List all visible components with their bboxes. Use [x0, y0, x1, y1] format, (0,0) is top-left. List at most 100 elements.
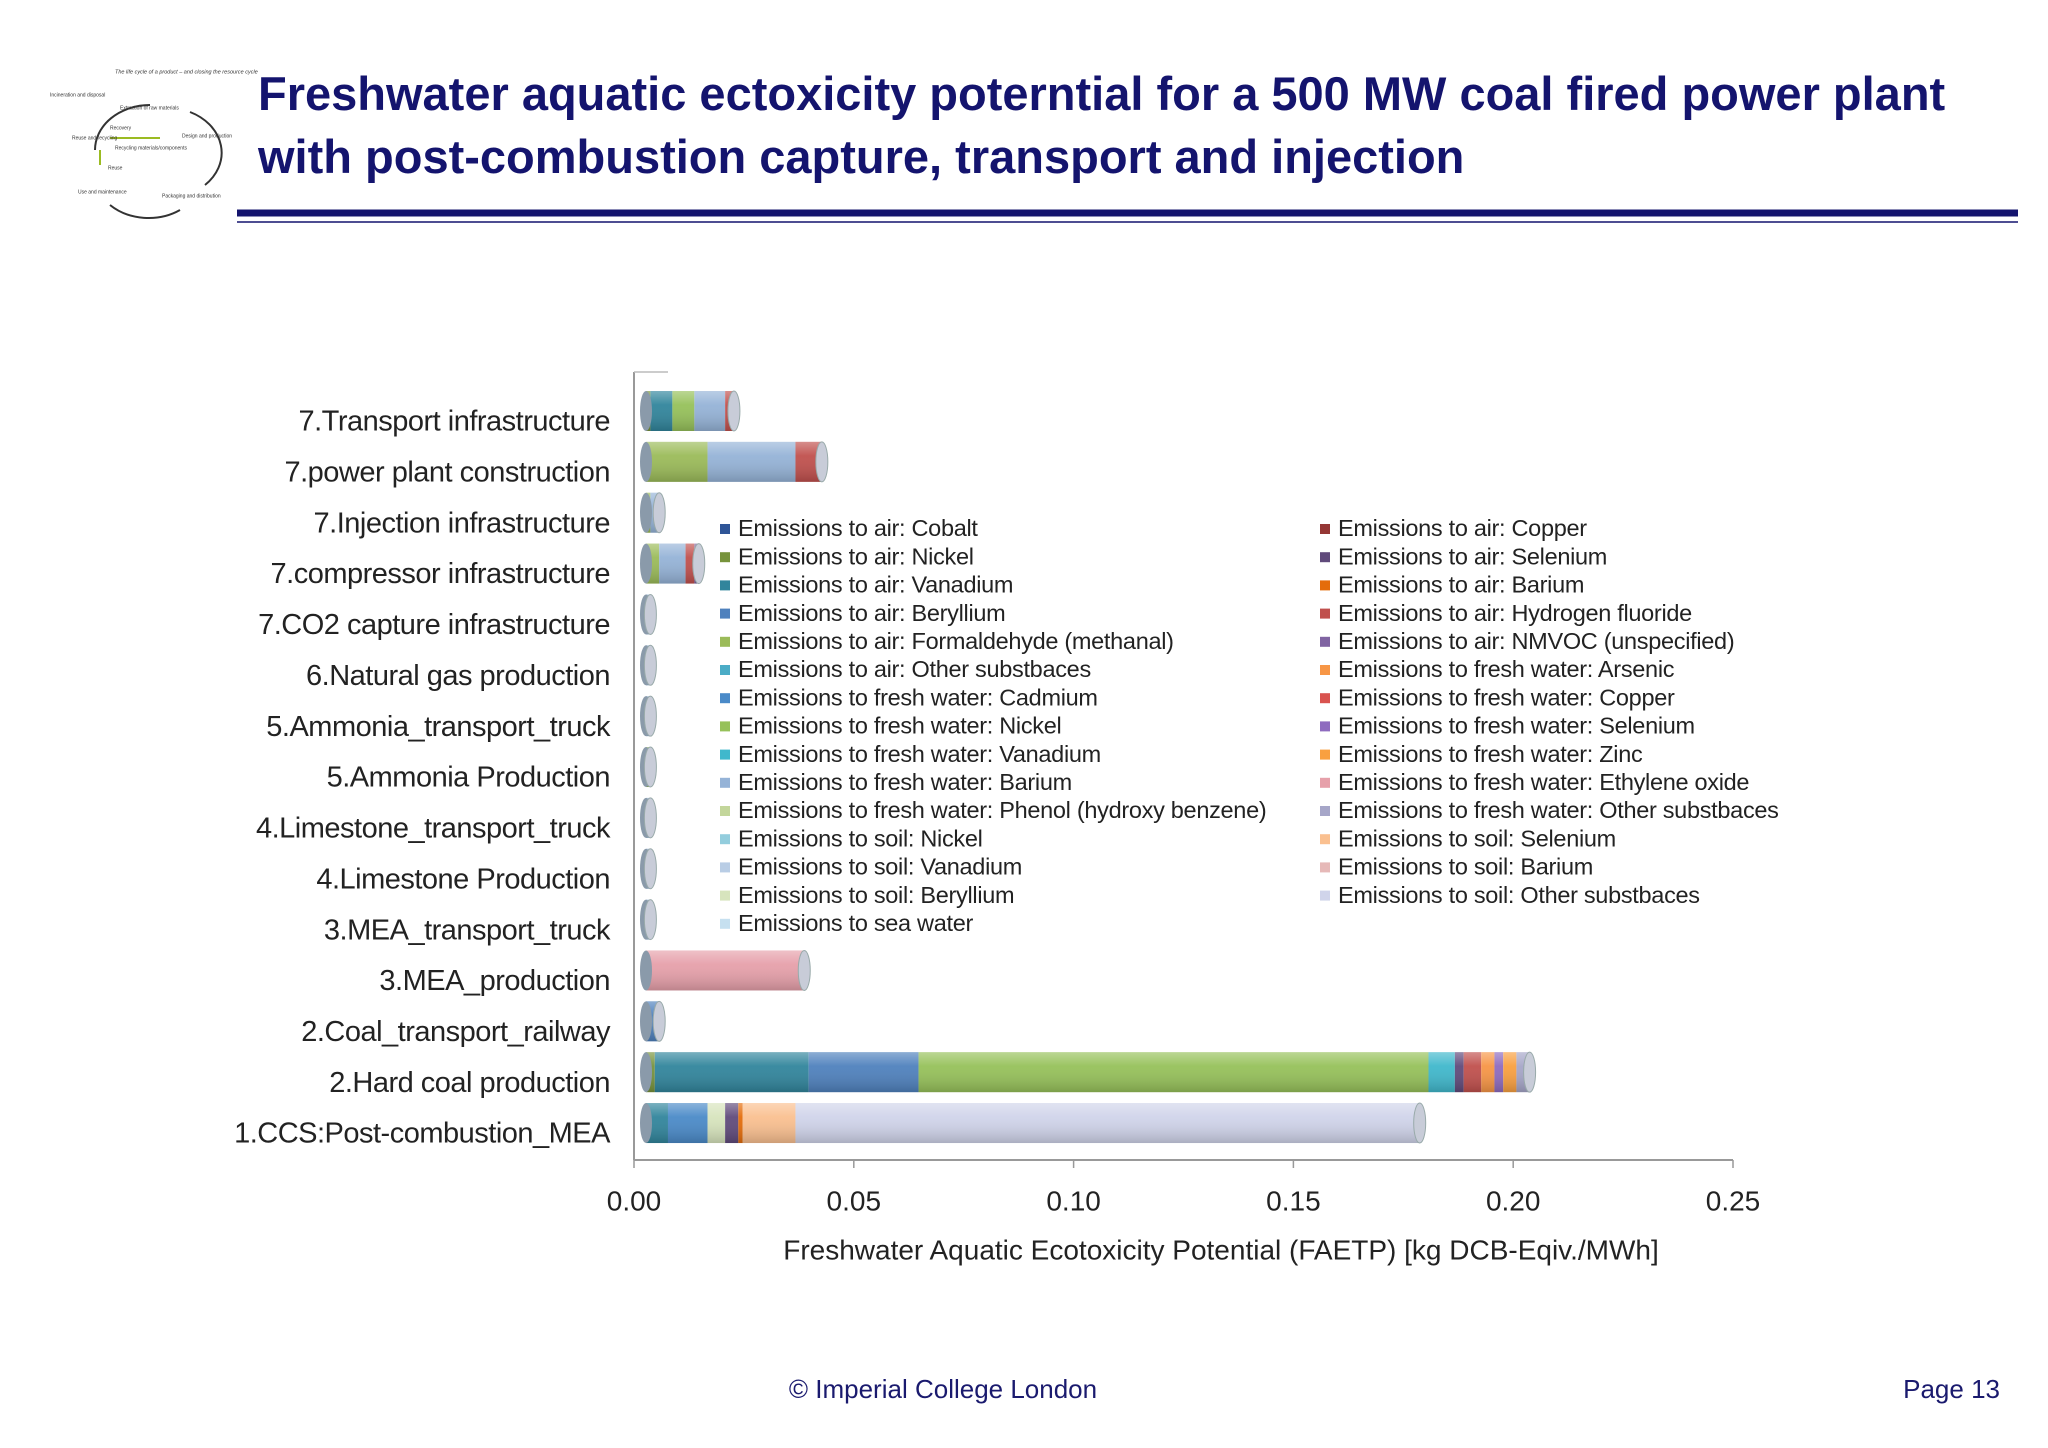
legend-swatch: [1320, 524, 1330, 534]
legend-label: Emissions to fresh water: Copper: [1338, 684, 1675, 710]
logo-label: Recovery: [110, 125, 132, 131]
legend-label: Emissions to soil: Beryllium: [738, 882, 1014, 908]
legend-swatch: [1320, 721, 1330, 732]
bar-stack: [640, 644, 657, 686]
bar-start-cap: [640, 950, 652, 991]
legend-label: Emissions to soil: Barium: [1338, 854, 1593, 880]
bar-end-cap: [727, 390, 741, 432]
bar-end-cap: [692, 543, 706, 585]
legend-label: Emissions to soil: Other substbaces: [1338, 882, 1700, 908]
y-tick-label: 6.Natural gas production: [306, 660, 610, 692]
legend-swatch: [1320, 552, 1330, 563]
y-tick-label: 7.Transport infrastructure: [299, 406, 611, 438]
logo-label: Reuse and recycling: [72, 135, 118, 141]
bar-stack: [640, 949, 811, 991]
legend-label: Emissions to air: Formaldehyde (methanal…: [738, 628, 1174, 654]
legend-swatch: [1320, 580, 1330, 591]
y-tick-label: 2.Coal_transport_railway: [301, 1016, 611, 1048]
logo-label: Extraction of raw materials: [120, 105, 179, 111]
bar-end-cap: [652, 492, 666, 534]
y-tick-label: 4.Limestone_transport_truck: [256, 813, 611, 845]
legend-swatch: [720, 834, 730, 845]
bar-shine: [646, 543, 699, 584]
bar-shine: [646, 441, 822, 482]
y-tick-label: 7.Injection infrastructure: [314, 507, 610, 539]
y-tick-label: 3.MEA_transport_truck: [324, 914, 611, 946]
legend-swatch: [720, 777, 730, 788]
bar-end-cap: [643, 644, 657, 686]
legend-label: Emissions to air: Selenium: [1338, 543, 1607, 569]
bar-start-cap: [640, 441, 652, 482]
legend-swatch: [1320, 890, 1330, 901]
bar-shine: [646, 950, 805, 991]
bar-stack: [640, 1000, 666, 1042]
bar-end-cap: [652, 1000, 666, 1042]
bar-end-cap: [1413, 1102, 1427, 1144]
bar-stack: [640, 746, 657, 788]
footer-page: Page 13: [1903, 1374, 2000, 1404]
y-tick-label: 3.MEA_production: [379, 965, 610, 997]
legend-label: Emissions to air: Nickel: [738, 543, 974, 569]
legend-label: Emissions to fresh water: Other substbac…: [1338, 797, 1779, 823]
x-tick-label: 0.15: [1266, 1185, 1321, 1216]
bar-stack: [640, 441, 829, 483]
x-tick-label: 0.25: [1706, 1185, 1761, 1216]
legend-swatch: [1320, 806, 1330, 816]
bar-shine: [646, 391, 734, 431]
bar-stack: [640, 899, 657, 941]
y-tick-label: 5.Ammonia_transport_truck: [266, 711, 611, 743]
bar-stack: [640, 797, 657, 839]
legend-swatch: [720, 862, 730, 873]
legend-swatch: [1320, 862, 1330, 873]
bar-start-cap: [640, 543, 652, 584]
bar-stack: [640, 492, 666, 534]
x-tick-label: 0.05: [827, 1185, 882, 1216]
legend-label: Emissions to fresh water: Nickel: [738, 713, 1061, 739]
logo: [94, 104, 223, 219]
legend-label: Emissions to air: Other substbaces: [738, 656, 1091, 682]
logo-caption: The life cycle of a product – and closin…: [115, 69, 258, 75]
legend-label: Emissions to fresh water: Selenium: [1338, 713, 1695, 739]
legend-label: Emissions to fresh water: Zinc: [1338, 741, 1643, 767]
legend-label: Emissions to sea water: [738, 910, 973, 936]
legend-label: Emissions to fresh water: Ethylene oxide: [1338, 769, 1749, 795]
legend-swatch: [720, 721, 730, 732]
x-axis-title: Freshwater Aquatic Ecotoxicity Potential…: [783, 1234, 1659, 1265]
logo-label: Packaging and distribution: [162, 193, 221, 199]
footer-copyright: © Imperial College London: [788, 1374, 1098, 1404]
legend-swatch: [720, 524, 730, 534]
legend-label: Emissions to fresh water: Cadmium: [738, 684, 1098, 710]
bar-end-cap: [643, 899, 657, 941]
bar-shine: [646, 1103, 1420, 1144]
legend-swatch: [720, 749, 730, 760]
bar-end-cap: [643, 593, 657, 635]
bar-stack: [640, 848, 657, 890]
legend-label: Emissions to air: Barium: [1338, 572, 1584, 598]
legend-swatch: [720, 918, 730, 929]
legend-label: Emissions to fresh water: Barium: [738, 769, 1072, 795]
bar-stack: [640, 1051, 1537, 1093]
x-tick-label: 0.20: [1486, 1185, 1541, 1216]
x-tick-label: 0.00: [607, 1185, 662, 1216]
logo-arrow: [109, 204, 181, 219]
legend-label: Emissions to air: Beryllium: [738, 600, 1005, 626]
bar-end-cap: [643, 848, 657, 890]
bar-stack: [640, 593, 657, 635]
bar-start-cap: [640, 391, 652, 431]
y-tick-label: 7.power plant construction: [284, 457, 610, 489]
logo-label: Incineration and disposal: [50, 92, 105, 98]
legend-swatch: [1320, 608, 1330, 619]
legend-swatch: [720, 552, 730, 563]
legend-label: Emissions to fresh water: Arsenic: [1338, 656, 1675, 682]
x-tick-label: 0.10: [1046, 1185, 1101, 1216]
logo-label: Use and maintenance: [78, 189, 127, 195]
y-tick-label: 7.compressor infrastructure: [271, 558, 610, 590]
bar-end-cap: [643, 797, 657, 839]
bar-end-cap: [643, 746, 657, 788]
legend-swatch: [720, 636, 730, 647]
bar-start-cap: [640, 1052, 652, 1093]
legend-label: Emissions to soil: Selenium: [1338, 825, 1616, 851]
logo-label: Recycling materials/components: [115, 145, 187, 151]
